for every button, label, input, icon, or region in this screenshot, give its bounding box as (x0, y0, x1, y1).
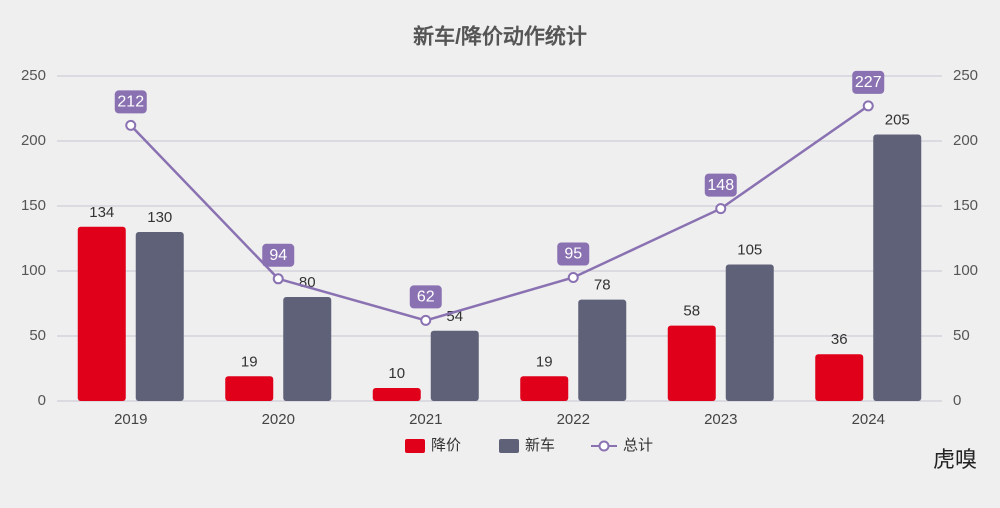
bar-value-label: 36 (831, 331, 848, 348)
chart-title: 新车/降价动作统计 (413, 25, 587, 49)
bar-value-label: 205 (885, 111, 910, 128)
line-value-label: 94 (269, 247, 287, 264)
line-marker (272, 273, 284, 285)
bar (725, 264, 774, 401)
line (129, 104, 869, 322)
x-tick-label: 2021 (409, 411, 442, 428)
bar (225, 376, 274, 401)
bar-value-label: 134 (89, 204, 114, 221)
bar (873, 134, 922, 401)
bar-value-label: 105 (737, 241, 762, 258)
line-marker (567, 272, 579, 283)
line-marker (715, 203, 727, 215)
line-value-label: 95 (564, 246, 582, 263)
line-label-box (704, 173, 737, 197)
legend-label: 总计 (623, 437, 653, 454)
bar (283, 297, 332, 401)
line-value-label: 148 (707, 177, 734, 194)
y2-tick-label: 150 (953, 197, 978, 214)
y2-tick-label: 50 (953, 327, 970, 344)
bar (520, 376, 569, 401)
bar-value-label: 58 (683, 303, 700, 320)
x-tick-label: 2023 (704, 411, 737, 428)
bar (430, 330, 479, 401)
legend-label: 降价 (431, 437, 461, 454)
legend-marker (598, 440, 610, 452)
bar (77, 226, 126, 401)
line-value-label: 227 (855, 74, 882, 91)
y-tick-label: 0 (38, 392, 46, 409)
bar-value-label: 78 (594, 277, 611, 294)
line-label-box (409, 285, 442, 309)
legend-label: 新车 (525, 437, 555, 454)
y2-tick-label: 0 (953, 392, 961, 409)
line-label-box (852, 70, 885, 94)
y2-tick-label: 100 (953, 262, 978, 279)
legend-swatch (405, 439, 425, 453)
watermark: 虎嗅 (933, 447, 977, 472)
line-marker (420, 314, 432, 326)
y2-tick-label: 250 (953, 67, 978, 84)
y-tick-label: 150 (21, 197, 46, 214)
x-tick-label: 2020 (262, 411, 295, 428)
y2-tick-label: 200 (953, 132, 978, 149)
bar-value-label: 19 (536, 353, 553, 370)
bar (667, 325, 716, 401)
legend-swatch (499, 439, 519, 453)
x-tick-label: 2022 (557, 411, 590, 428)
line-label-box (557, 242, 590, 266)
line-label-box (114, 90, 147, 114)
bar-value-label: 10 (388, 365, 405, 382)
bar (372, 388, 421, 401)
line-value-label: 212 (117, 94, 144, 111)
line-marker (125, 119, 137, 131)
line-value-label: 62 (417, 289, 435, 306)
line-marker (862, 100, 874, 112)
y-tick-label: 250 (21, 67, 46, 84)
x-tick-label: 2024 (852, 411, 885, 428)
bar-value-label: 19 (241, 353, 258, 370)
bar (815, 354, 864, 401)
bar (135, 232, 184, 401)
line-label-box (262, 243, 295, 267)
y-tick-label: 200 (21, 132, 46, 149)
x-tick-label: 2019 (114, 411, 147, 428)
bar-value-label: 130 (147, 209, 172, 226)
y-tick-label: 100 (21, 262, 46, 279)
y-tick-label: 50 (29, 327, 46, 344)
bar (578, 299, 627, 401)
